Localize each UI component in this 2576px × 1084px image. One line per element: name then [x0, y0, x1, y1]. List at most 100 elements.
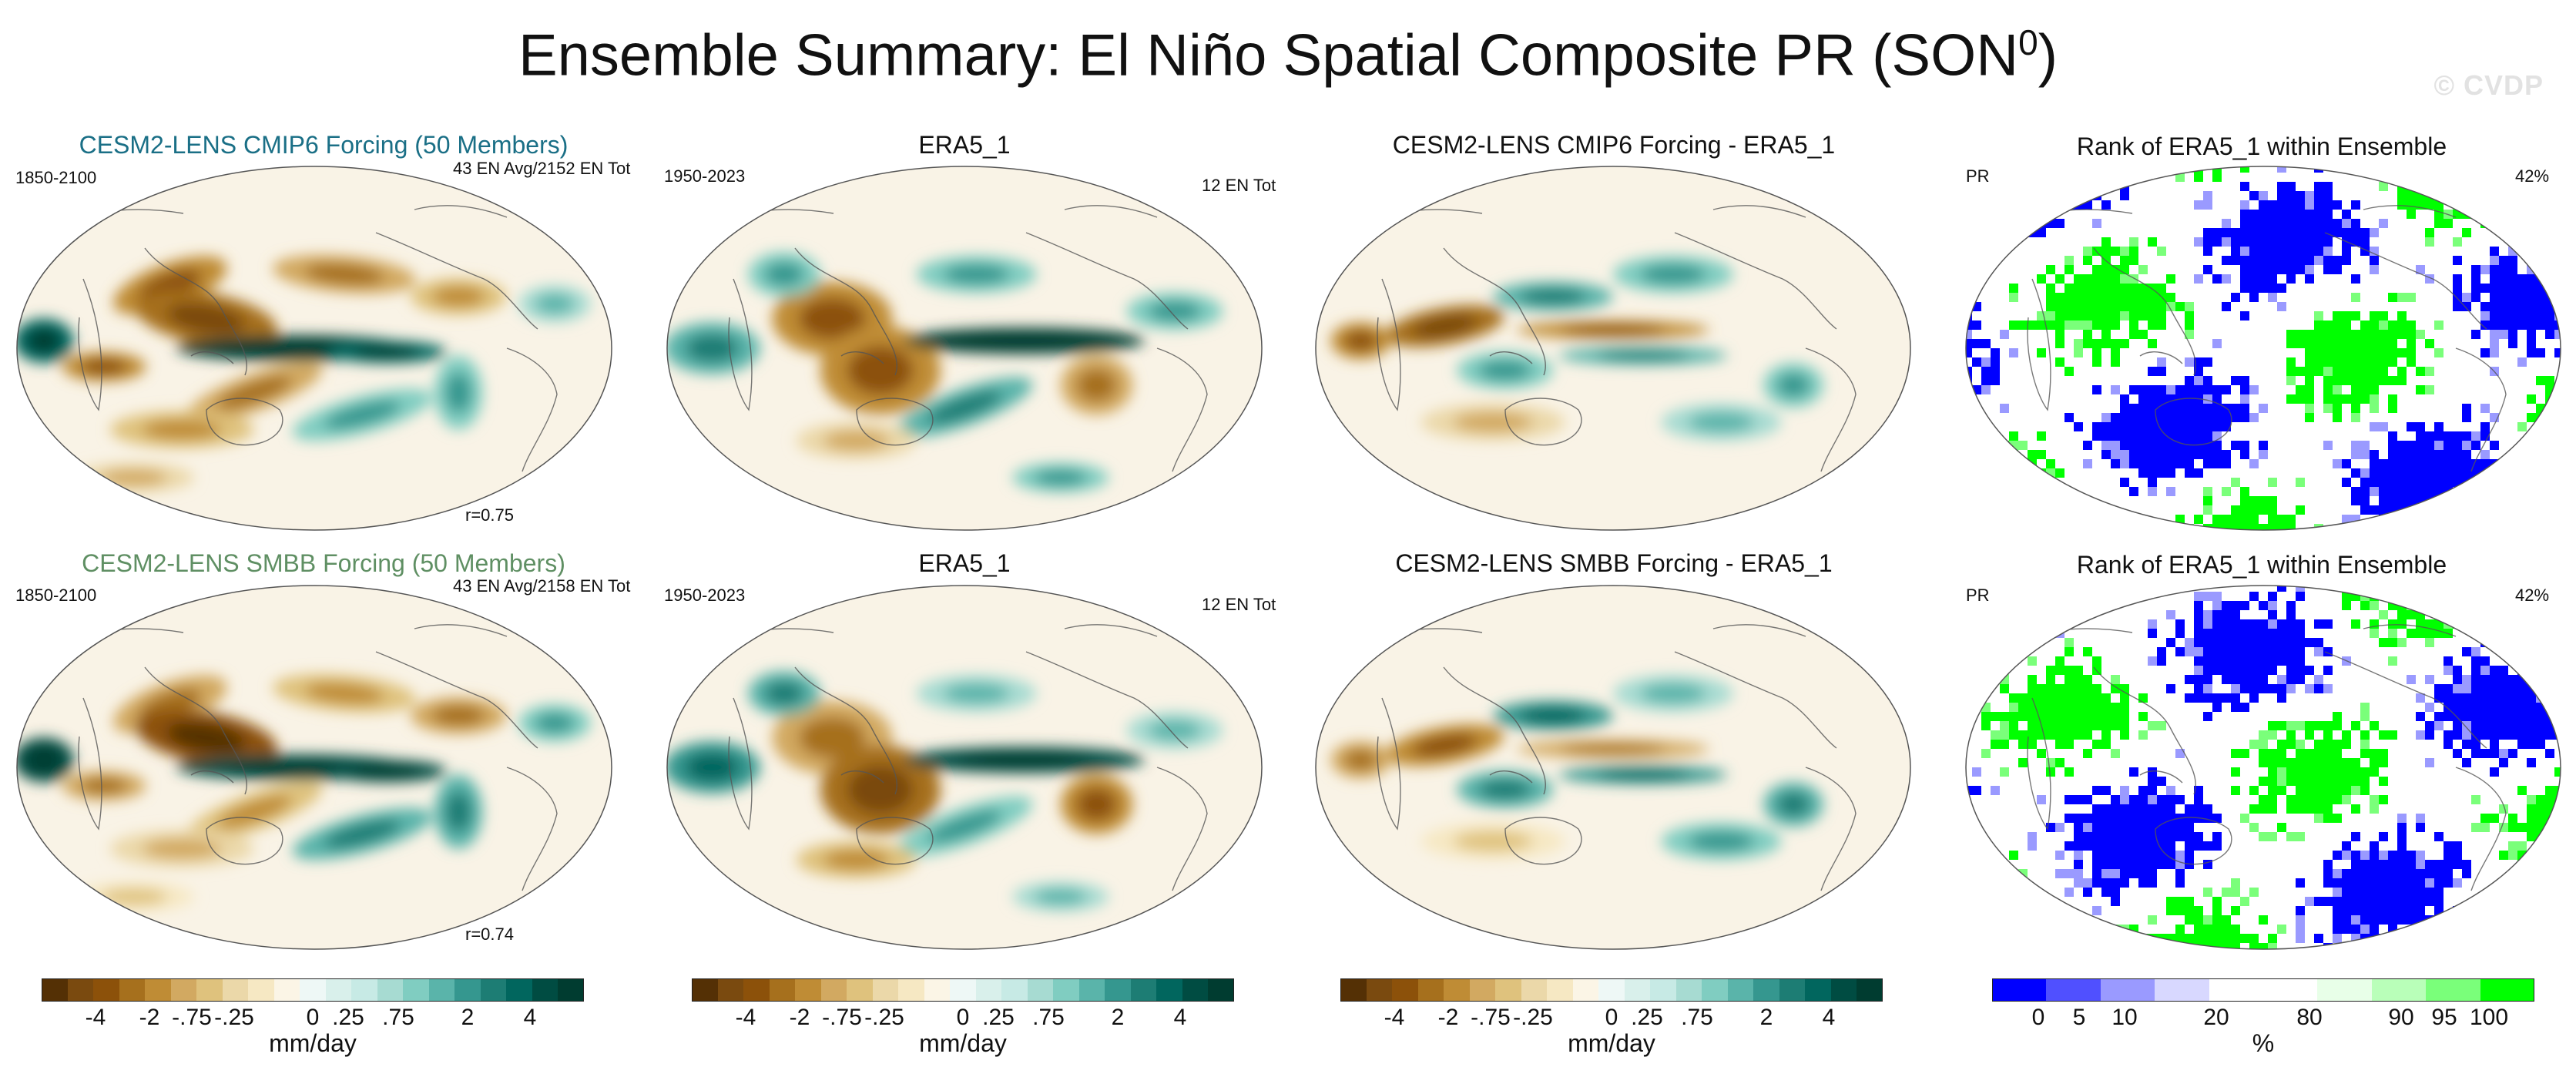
rank-cell — [2351, 897, 2360, 906]
precip-anomaly-core — [1453, 411, 1533, 433]
rank-cell — [2360, 878, 2370, 888]
rank-cell — [2388, 897, 2397, 906]
rank-cell — [2323, 256, 2333, 265]
rank-cell — [2249, 274, 2259, 284]
rank-cell — [2323, 869, 2333, 878]
rank-cell — [2138, 804, 2148, 814]
rank-cell — [2231, 656, 2240, 666]
rank-cell — [1966, 441, 1972, 450]
colorbar-tick-label: -.75 — [1471, 1005, 1511, 1030]
precip-anomaly-core — [1640, 263, 1706, 285]
rank-cell — [2092, 878, 2101, 888]
colorbar-swatch — [145, 978, 172, 1002]
rank-cell — [2138, 441, 2148, 450]
rank-cell — [2286, 256, 2296, 265]
rank-cell — [2508, 182, 2517, 191]
rank-cell — [1991, 592, 2000, 601]
rank-cell — [2064, 675, 2074, 684]
coastline — [414, 205, 508, 218]
rank-cell — [2305, 795, 2314, 804]
rank-cell — [1966, 459, 1972, 468]
rank-cell — [2527, 339, 2536, 348]
rank-cell — [2397, 200, 2407, 210]
rank-cell — [2397, 860, 2407, 869]
rank-cell — [2490, 740, 2499, 749]
rank-cell — [2259, 749, 2268, 758]
rank-cell — [2305, 200, 2314, 210]
rank-cell — [2028, 721, 2037, 730]
colorbar-swatch — [717, 978, 744, 1002]
rank-cell — [2055, 219, 2064, 228]
rank-cell — [2166, 441, 2175, 450]
colorbar-tick-label: -2 — [789, 1005, 810, 1030]
rank-cell — [2360, 348, 2370, 357]
rank-cell — [2268, 247, 2277, 256]
rank-cell — [2064, 712, 2074, 721]
rank-cell — [2249, 823, 2259, 832]
rank-cell — [2009, 851, 2018, 860]
rank-cell — [2000, 450, 2009, 459]
rank-cell — [1991, 357, 2000, 367]
rank-cell — [2397, 610, 2407, 619]
rank-cell — [2028, 191, 2037, 200]
rank-cell — [2000, 524, 2009, 530]
rank-cell — [2490, 210, 2499, 219]
rank-cell — [1981, 200, 1991, 210]
rank-cell — [2240, 219, 2249, 228]
rank-cell — [2527, 693, 2536, 703]
rank-cell — [2055, 191, 2064, 200]
rank-cell — [2120, 394, 2129, 404]
rank-cell — [2212, 592, 2222, 601]
rank-cell — [2028, 210, 2037, 219]
rank-cell — [2379, 943, 2388, 949]
rank-cell — [2536, 804, 2545, 814]
rank-cell — [2129, 385, 2138, 394]
rank-cell — [2490, 666, 2499, 675]
rank-cell — [2231, 376, 2240, 385]
rank-cell — [2379, 357, 2388, 367]
rank-cell — [1966, 934, 1972, 943]
rank-cell — [2092, 302, 2101, 311]
rank-cell — [2249, 505, 2259, 515]
rank-cell — [2120, 814, 2129, 823]
rank-cell — [2148, 478, 2157, 487]
rank-cell — [2499, 182, 2508, 191]
rank-cell — [2379, 915, 2388, 925]
rank-cell — [1981, 888, 1991, 897]
rank-cell — [2009, 487, 2018, 496]
rank-cell — [2314, 619, 2323, 629]
rank-cell — [1972, 166, 1981, 173]
rank-cell — [2148, 487, 2157, 496]
rank-cell — [2111, 302, 2120, 311]
rank-cell — [2111, 357, 2120, 367]
rank-cell — [2471, 693, 2480, 703]
rank-cell — [2296, 265, 2305, 274]
rank-cell — [2425, 897, 2434, 906]
rank-cell — [2416, 730, 2425, 740]
rank-cell — [2462, 459, 2471, 468]
rank-cell — [2222, 459, 2231, 468]
rank-cell — [2166, 413, 2175, 422]
rank-cell — [2185, 413, 2194, 422]
rank-cell — [2508, 284, 2517, 293]
rank-cell — [1972, 767, 1981, 777]
rank-cell — [2536, 730, 2545, 740]
rank-cell — [2222, 647, 2231, 656]
rank-cell — [2166, 804, 2175, 814]
rank-cell — [2018, 592, 2028, 601]
rank-cell — [2296, 832, 2305, 841]
rank-cell — [2379, 749, 2388, 758]
rank-cell — [2379, 459, 2388, 468]
rank-cell — [2416, 823, 2425, 832]
rank-cell — [2296, 219, 2305, 228]
rank-cell — [2222, 302, 2231, 311]
rank-cell — [2360, 468, 2370, 478]
rank-cell — [2425, 619, 2434, 629]
rank-cell — [1972, 878, 1981, 888]
rank-cell — [2092, 348, 2101, 357]
rank-cell — [2305, 228, 2314, 237]
rank-cell — [2499, 478, 2508, 487]
rank-cell — [2037, 348, 2046, 357]
rank-cell — [2517, 721, 2527, 730]
rank-cell — [2009, 730, 2018, 740]
